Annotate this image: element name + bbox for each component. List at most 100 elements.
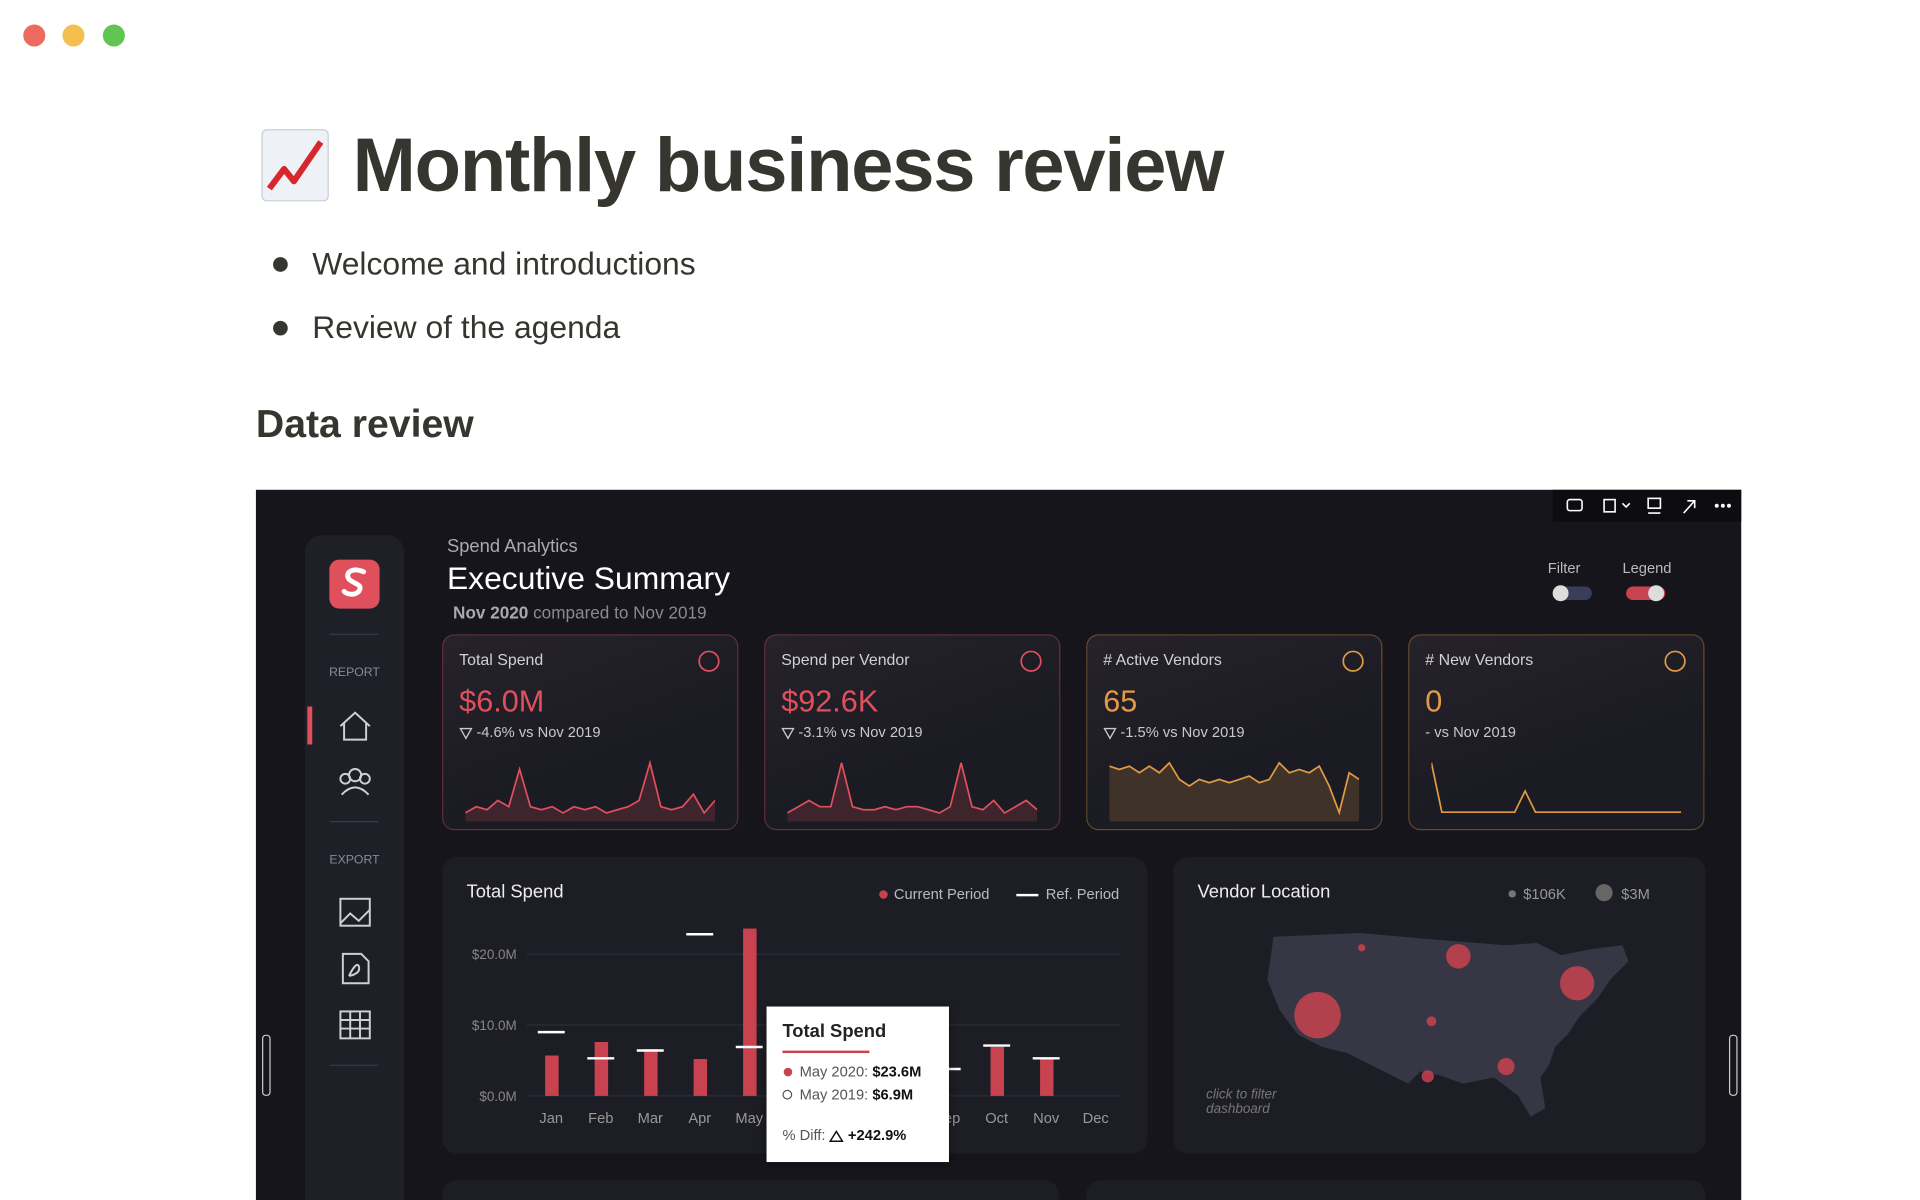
kpi-value: $6.0M [459,684,545,719]
us-map[interactable] [1173,857,1706,1153]
dashboard-title: Executive Summary [446,559,731,597]
comparison: compared to Nov 2019 [533,602,707,623]
toggle-label: Filter [1547,559,1581,577]
home-icon[interactable] [339,711,371,741]
legend-swatch [1508,890,1516,898]
window-controls [23,24,125,47]
resize-handle[interactable] [262,1034,271,1096]
kpi-compare: vs Nov 2019 [840,723,923,741]
legend-label: $106K [1523,885,1566,903]
resize-handle[interactable] [1728,1034,1738,1096]
bottom-panel [442,1180,1060,1200]
present-icon[interactable] [1647,497,1662,509]
tooltip-value: $6.9M [872,1086,914,1104]
kpi-card: Spend per Vendor $92.6K -3.1% vs Nov 2019 [764,634,1061,831]
sparkline [787,762,1038,822]
kpi-value: $92.6K [781,684,879,719]
kpi-icon [1020,650,1042,672]
kpi-label: Total Spend [459,650,544,669]
active-indicator [307,706,313,745]
dashboard-period: Nov 2020 compared to Nov 2019 [453,602,706,622]
x-tick-label: Dec [1083,1111,1109,1127]
toggle-label: Legend [1622,559,1672,577]
kpi-label: # Active Vendors [1103,650,1222,669]
section-heading: Data review [255,401,474,446]
bullet [273,320,288,336]
kpi-icon [1664,650,1686,672]
x-tick-label: Oct [985,1111,1008,1127]
close-button[interactable] [23,24,46,47]
sparkline [1109,761,1360,822]
embed-toolbar [1552,489,1742,522]
vendors-icon[interactable] [339,768,371,796]
zoom-button[interactable] [102,24,125,47]
kpi-card: # Active Vendors 65 -1.5% vs Nov 2019 [1086,634,1383,831]
table-export-icon[interactable] [339,1010,371,1040]
sparkline [1431,762,1682,814]
down-triangle-shape [1103,727,1117,740]
tooltip-value: $23.6M [872,1062,922,1080]
sparkline-area [1109,762,1360,822]
sparkline [465,759,716,822]
down-triangle-shape [459,727,473,740]
dashboard-eyebrow: Spend Analytics [446,536,578,558]
icon-shape [698,650,720,672]
down-triangle [1103,727,1117,740]
nav-section: EXPORT [329,853,380,867]
minimize-button[interactable] [62,24,85,47]
tooltip-row: May 2020: $23.6M [800,1063,922,1080]
tooltip-value: +242.9% [847,1126,907,1144]
bullet [273,257,288,272]
kpi-delta: -4.6% vs Nov 2019 [459,724,600,741]
kpi-icon [1342,650,1364,672]
bar [693,1059,708,1096]
comment-icon[interactable] [1566,498,1583,512]
sparkline-line [1109,761,1360,816]
bar [990,1046,1005,1096]
x-tick-label: Nov [1033,1111,1060,1127]
tooltip-swatch [782,1089,793,1100]
kpi-value: 0 [1425,684,1443,719]
down-triangle [459,727,473,740]
sparkline-line [465,759,716,815]
legend-swatch [1016,893,1039,897]
kpi-delta: -1.5% vs Nov 2019 [1103,724,1245,741]
kpi-label: Spend per Vendor [781,650,910,669]
bar [594,1042,609,1096]
bar [545,1055,559,1096]
legend-toggle[interactable] [1626,585,1666,602]
y-tick-label: $0.0M [479,1089,516,1104]
up-triangle [829,1129,845,1142]
page-icon [261,129,329,202]
tooltip-underline [782,1050,870,1054]
icon-shape [1664,650,1686,672]
icon-shape [1020,650,1042,672]
open-icon[interactable] [1683,500,1696,514]
layout-icon[interactable] [1603,498,1616,513]
kpi-delta-value: -4.6% [476,723,515,741]
x-tick-label: Mar [638,1111,663,1127]
legend-label: Ref. Period [1045,885,1120,903]
x-tick-label: Apr [688,1111,711,1127]
pdf-export-icon[interactable] [341,952,370,985]
sparkline-area [465,762,716,822]
bottom-panel [1086,1180,1706,1200]
kpi-delta: - vs Nov 2019 [1425,724,1516,741]
tooltip-label: May 2019: [799,1086,869,1104]
kpi-label: # New Vendors [1425,650,1534,669]
filter-toggle[interactable] [1552,585,1592,602]
bullet-text: Review of the agenda [312,308,621,346]
image-export-icon[interactable] [339,897,371,927]
tooltip-swatch [783,1067,793,1077]
tooltip-label: % Diff: [782,1126,826,1144]
kpi-delta-value: -3.1% [798,723,837,741]
page-title: Monthly business review [352,123,1225,209]
down-triangle [781,727,795,740]
down-triangle-shape [781,727,795,740]
dropdown-icon[interactable] [1621,502,1631,509]
bar [1040,1059,1054,1096]
more-icon[interactable] [1714,503,1731,508]
